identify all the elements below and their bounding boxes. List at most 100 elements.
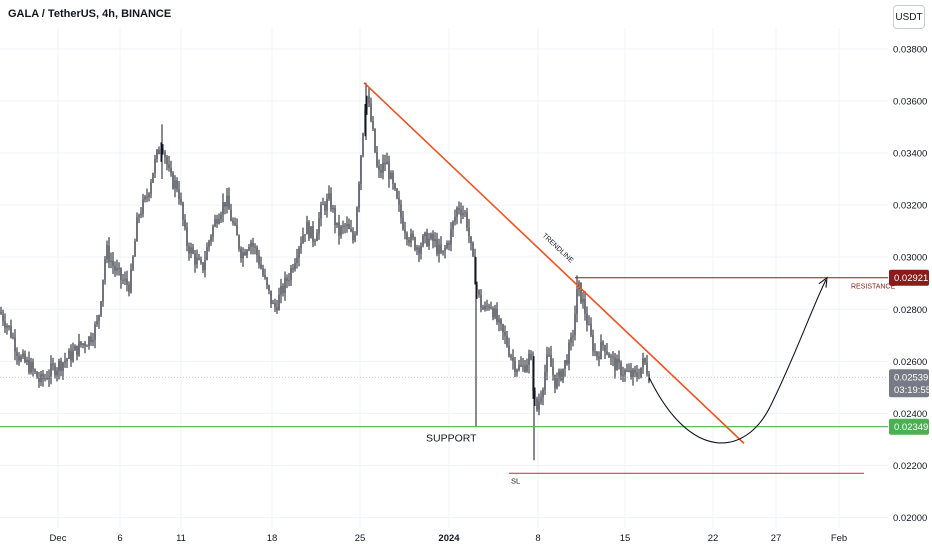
- x-axis[interactable]: Dec 6 11 18 25 2024 8 15 22 27 Feb: [50, 533, 848, 544]
- candle-body: [230, 209, 232, 221]
- candle-body: [478, 290, 480, 295]
- candle-body: [520, 364, 522, 367]
- candle-body: [178, 189, 180, 200]
- candle-body: [404, 229, 406, 234]
- candle-body: [534, 390, 536, 399]
- candle-body: [36, 371, 38, 379]
- candle-body: [150, 182, 152, 194]
- price-tags: 0.02921 0.02539 03:19:55 0.02349: [889, 269, 931, 435]
- y-tick-label: 0.02800: [893, 305, 927, 316]
- y-axis[interactable]: 0.03800 0.03600 0.03400 0.03200 0.03000 0.028…: [893, 44, 927, 524]
- candle-body: [310, 226, 312, 239]
- candle-body: [424, 232, 426, 237]
- candle-body: [488, 305, 490, 308]
- candle-body: [446, 243, 448, 249]
- candle-body: [460, 209, 462, 216]
- x-tick-label: 25: [355, 533, 366, 544]
- candle-body: [614, 357, 616, 371]
- candle-body: [448, 243, 450, 245]
- candle-body: [524, 365, 526, 372]
- candle-body: [328, 193, 330, 199]
- candle-body: [302, 235, 304, 243]
- candle-body: [236, 224, 238, 236]
- candle-body: [24, 353, 26, 362]
- candle-body: [552, 366, 554, 375]
- candle-body: [138, 215, 140, 218]
- candle-body: [548, 354, 550, 356]
- candle-body: [496, 308, 498, 323]
- candle-body: [542, 389, 544, 398]
- candle-body: [602, 341, 604, 346]
- candle-body: [134, 241, 136, 257]
- candle-body: [110, 260, 112, 263]
- x-tick-label: 27: [771, 533, 782, 544]
- candle-body: [10, 325, 12, 338]
- candle-body: [96, 320, 98, 325]
- candle-body: [528, 354, 530, 365]
- candle-body: [608, 353, 610, 358]
- candle-body: [226, 195, 228, 207]
- candle-body: [202, 262, 204, 270]
- candle-body: [216, 219, 218, 224]
- candle-body: [544, 372, 546, 390]
- candle-body: [158, 150, 160, 155]
- candle-body: [172, 173, 174, 189]
- candle-body: [106, 245, 108, 260]
- candle-body: [300, 242, 302, 249]
- resistance-label: RESISTANCE: [851, 284, 896, 291]
- candle-body: [50, 363, 52, 377]
- candle-body: [32, 362, 34, 370]
- candle-body: [354, 234, 356, 241]
- candle-body: [38, 378, 40, 382]
- candle-body: [570, 337, 572, 343]
- candle-body: [124, 278, 126, 281]
- candle-body: [176, 180, 178, 190]
- candle-body: [104, 259, 106, 280]
- support-price-text: 0.02349: [894, 422, 928, 433]
- candle-body: [402, 217, 404, 230]
- candle-body: [332, 207, 334, 210]
- candle-body: [6, 326, 8, 328]
- candle-body: [294, 262, 296, 270]
- candle-body: [182, 202, 184, 220]
- candle-body: [52, 363, 54, 366]
- candle-body: [550, 354, 552, 367]
- candle-body: [490, 307, 492, 309]
- candle-body: [246, 250, 248, 256]
- candle-body: [388, 161, 390, 179]
- y-tick-label: 0.03600: [893, 96, 927, 107]
- candle-body: [514, 360, 516, 373]
- candle-body: [140, 213, 142, 216]
- candle-body: [206, 247, 208, 260]
- candle-body: [278, 294, 280, 310]
- candle-body: [228, 195, 230, 210]
- candle-body: [102, 279, 104, 302]
- candle-body: [156, 150, 158, 159]
- candle-body: [142, 199, 144, 214]
- candle-body: [28, 359, 30, 373]
- candle-body: [386, 161, 388, 165]
- projection-arrow-icon: [818, 276, 828, 288]
- candle-body: [518, 364, 520, 370]
- candle-body: [628, 370, 630, 372]
- candle-body: [372, 120, 374, 129]
- candle-body: [510, 355, 512, 358]
- candle-body: [414, 237, 416, 250]
- candle-body: [358, 183, 360, 208]
- candle-body: [350, 228, 352, 232]
- candle-body: [470, 236, 472, 243]
- candle-body: [290, 268, 292, 281]
- candle-body: [274, 302, 276, 308]
- candle-body: [46, 377, 48, 379]
- candle-body: [526, 364, 528, 372]
- currency-button[interactable]: USDT: [893, 5, 925, 29]
- candle-body: [454, 216, 456, 222]
- candle-body: [378, 166, 380, 170]
- candle-body: [530, 354, 532, 360]
- candle-body: [122, 279, 124, 281]
- candle-body: [556, 378, 558, 388]
- candle-body: [596, 351, 598, 357]
- resistance-price-tag: [889, 269, 929, 286]
- candle-body: [196, 258, 198, 265]
